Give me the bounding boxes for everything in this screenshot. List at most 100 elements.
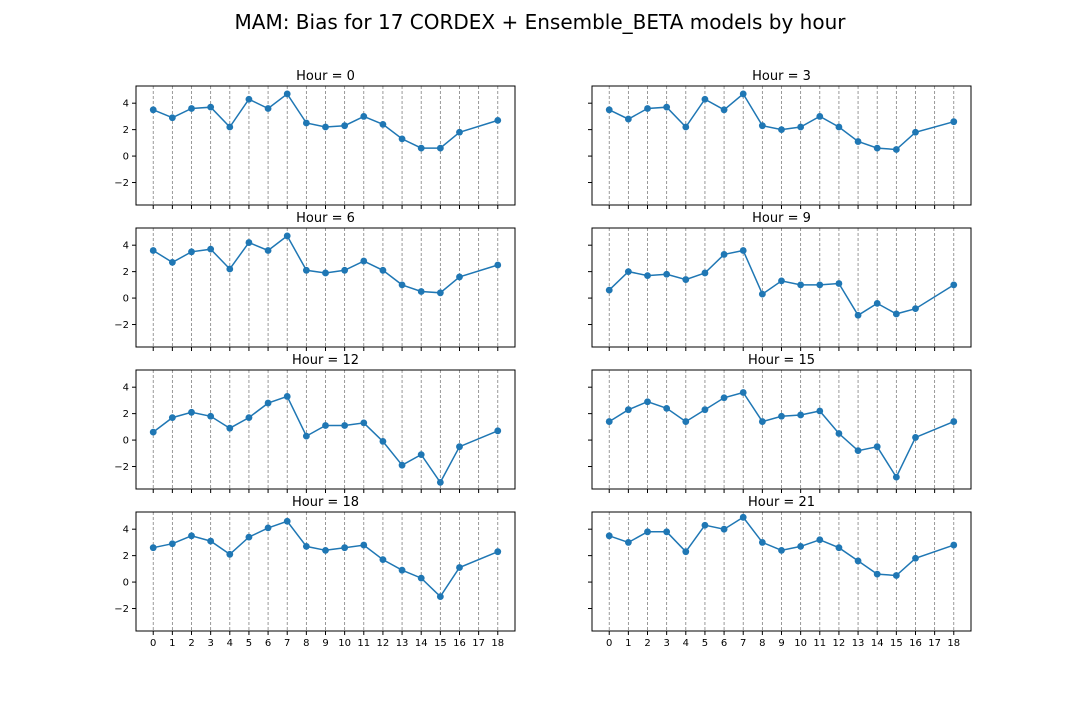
- subplot-panel: −2 0 2 4 Hour = 12: [114, 353, 516, 493]
- data-point: [797, 411, 805, 419]
- x-tick-label: 9: [322, 638, 328, 649]
- data-point: [892, 146, 900, 153]
- data-point: [950, 418, 958, 425]
- data-point: [892, 473, 900, 481]
- data-point: [605, 286, 613, 294]
- data-point: [360, 113, 368, 120]
- data-point: [873, 144, 881, 152]
- x-tick-label: 1: [625, 638, 631, 649]
- data-point: [302, 119, 310, 127]
- data-point: [778, 126, 785, 134]
- y-tick-label: 4: [123, 383, 129, 394]
- data-point: [854, 557, 862, 565]
- data-point: [854, 311, 862, 319]
- data-point: [456, 128, 463, 136]
- data-point: [149, 544, 157, 552]
- data-point: [283, 232, 291, 240]
- y-tick-label: 4: [123, 241, 129, 252]
- y-tick-label: −2: [114, 320, 129, 331]
- data-point: [605, 418, 613, 425]
- x-tick-label: 0: [150, 638, 156, 649]
- subplot-panel: Hour = 15: [588, 353, 972, 493]
- data-point: [739, 247, 747, 254]
- data-point: [398, 135, 406, 143]
- data-point: [950, 281, 958, 289]
- data-point: [835, 123, 843, 131]
- data-point: [644, 105, 651, 112]
- data-point: [322, 546, 329, 554]
- data-point: [778, 277, 785, 285]
- data-point: [624, 406, 632, 414]
- data-point: [226, 424, 234, 432]
- y-tick-label: 0: [123, 152, 129, 163]
- data-point: [912, 305, 919, 313]
- data-point: [207, 103, 215, 111]
- data-point: [912, 128, 919, 136]
- data-point: [360, 257, 368, 265]
- data-point: [341, 266, 349, 274]
- x-tick-label: 10: [794, 638, 807, 649]
- data-point: [816, 281, 824, 289]
- y-tick-label: 4: [123, 99, 129, 110]
- data-point: [835, 544, 843, 552]
- data-point: [873, 299, 881, 307]
- data-point: [168, 540, 176, 548]
- x-tick-label: 8: [759, 638, 765, 649]
- data-point: [758, 418, 766, 425]
- y-tick-label: 2: [123, 267, 129, 278]
- data-point: [758, 290, 766, 298]
- data-point: [701, 521, 709, 529]
- data-point: [341, 122, 349, 130]
- data-point: [720, 394, 728, 402]
- data-point: [264, 105, 272, 112]
- data-point: [207, 412, 215, 420]
- y-tick-label: 0: [123, 578, 129, 589]
- data-point: [417, 144, 425, 152]
- x-tick-label: 12: [833, 638, 846, 649]
- x-tick-label: 15: [890, 638, 903, 649]
- data-point: [188, 248, 195, 256]
- data-point: [682, 276, 690, 283]
- x-tick-label: 18: [491, 638, 504, 649]
- x-tick-label: 2: [644, 638, 650, 649]
- data-point: [149, 428, 157, 436]
- data-point: [379, 120, 387, 128]
- data-point: [264, 399, 272, 407]
- data-point: [624, 268, 632, 276]
- data-point: [322, 123, 329, 131]
- data-point: [341, 422, 349, 429]
- subplot-panel: Hour = 3: [588, 69, 972, 209]
- x-tick-label: 3: [207, 638, 213, 649]
- data-point: [379, 438, 387, 445]
- y-tick-label: 4: [123, 525, 129, 536]
- data-point: [360, 419, 368, 427]
- x-tick-label: 14: [415, 638, 428, 649]
- data-point: [302, 542, 310, 550]
- x-tick-label: 8: [303, 638, 309, 649]
- data-point: [188, 105, 195, 112]
- subplot-grid: −2 0 2 4 Hour = 0 Hour = 3 −2 0 2 4 Hour = 6 Hour =…: [114, 69, 972, 649]
- x-tick-label: 2: [188, 638, 194, 649]
- x-tick-label: 17: [928, 638, 941, 649]
- x-tick-label: 7: [284, 638, 290, 649]
- subplot-title: Hour = 21: [748, 495, 815, 510]
- x-tick-label: 16: [909, 638, 922, 649]
- data-point: [226, 265, 234, 273]
- data-point: [245, 414, 253, 421]
- data-point: [379, 556, 387, 563]
- subplot-title: Hour = 9: [752, 211, 811, 226]
- y-tick-label: −2: [114, 178, 129, 189]
- data-point: [892, 572, 900, 579]
- data-point: [245, 95, 253, 103]
- data-point: [456, 564, 463, 571]
- x-tick-label: 3: [663, 638, 669, 649]
- data-point: [663, 528, 671, 536]
- data-point: [360, 541, 368, 549]
- data-point: [873, 570, 881, 578]
- data-point: [835, 430, 843, 437]
- figure-title: MAM: Bias for 17 CORDEX + Ensemble_BETA …: [235, 10, 847, 34]
- data-point: [417, 574, 425, 582]
- x-tick-label: 5: [246, 638, 252, 649]
- data-point: [682, 548, 690, 556]
